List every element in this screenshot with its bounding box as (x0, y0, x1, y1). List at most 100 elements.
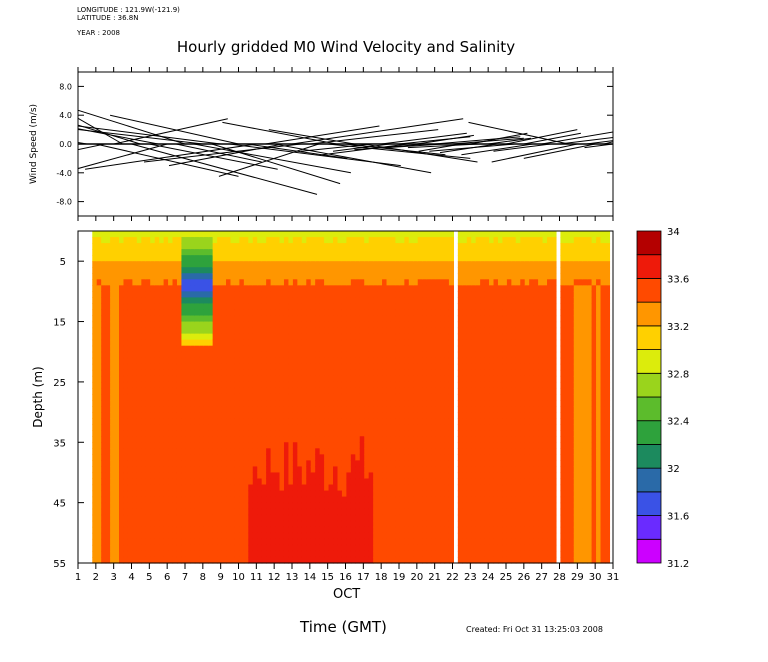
salinity-cell (257, 424, 263, 431)
salinity-cell (145, 412, 151, 419)
salinity-cell (413, 484, 419, 492)
salinity-cell (234, 351, 240, 359)
salinity-cell (226, 345, 232, 353)
salinity-cell (292, 478, 298, 486)
salinity-cell (226, 418, 232, 425)
salinity-cell (475, 478, 481, 486)
salinity-cell (159, 484, 165, 492)
salinity-cell (114, 454, 120, 461)
salinity-cell (136, 514, 142, 522)
salinity-cell (257, 327, 263, 335)
salinity-cell (440, 406, 446, 413)
salinity-cell (324, 249, 330, 256)
salinity-cell (176, 237, 183, 244)
salinity-cell (168, 436, 174, 443)
salinity-cell (364, 279, 370, 286)
salinity-cell (190, 478, 196, 486)
salinity-cell (119, 472, 125, 480)
salinity-cell (217, 406, 223, 413)
salinity-cell (190, 255, 196, 262)
salinity-cell (471, 345, 477, 353)
salinity-cell (203, 333, 209, 341)
salinity-cell (417, 526, 423, 534)
salinity-cell (92, 502, 98, 510)
salinity-cell (154, 351, 160, 359)
salinity-cell (203, 508, 209, 516)
salinity-cell (203, 496, 209, 504)
salinity-cell (270, 303, 276, 311)
salinity-cell (350, 508, 356, 516)
salinity-cell (150, 363, 156, 371)
salinity-cell (154, 393, 160, 401)
salinity-cell (127, 454, 133, 461)
salinity-cell (489, 544, 495, 552)
salinity-cell (297, 309, 303, 317)
salinity-cell (190, 237, 196, 244)
salinity-cell (105, 267, 111, 274)
salinity-cell (422, 442, 428, 449)
salinity-cell (234, 544, 240, 552)
salinity-cell (404, 285, 410, 292)
salinity-cell (221, 508, 227, 516)
salinity-cell (435, 231, 441, 238)
salinity-cell (292, 508, 298, 516)
salinity-cell (413, 472, 419, 480)
salinity-cell (440, 351, 446, 359)
salinity-cell (261, 496, 267, 504)
salinity-cell (226, 502, 232, 510)
salinity-cell (444, 454, 450, 461)
salinity-cell (435, 243, 441, 250)
salinity-cell (154, 538, 160, 546)
salinity-cell (110, 448, 116, 455)
salinity-cell (145, 424, 151, 431)
salinity-cell (373, 369, 379, 377)
salinity-cell (168, 273, 174, 280)
salinity-cell (489, 400, 495, 407)
salinity-cell (176, 381, 183, 389)
salinity-cell (275, 303, 281, 311)
salinity-cell (422, 484, 428, 492)
salinity-cell (212, 279, 218, 286)
salinity-cell (422, 267, 428, 274)
salinity-cell (168, 538, 174, 546)
salinity-cell (261, 351, 267, 359)
salinity-cell (185, 243, 191, 250)
salinity-cell (297, 412, 303, 419)
salinity-cell (226, 321, 232, 329)
salinity-cell (217, 369, 223, 377)
salinity-cell (355, 466, 361, 474)
salinity-cell (408, 400, 414, 407)
salinity-cell (230, 267, 236, 274)
salinity-cell (413, 400, 419, 407)
salinity-cell (310, 285, 316, 292)
salinity-cell (181, 466, 187, 474)
salinity-cell (172, 309, 178, 317)
salinity-cell (324, 291, 330, 298)
salinity-cell (328, 406, 334, 413)
salinity-cell (252, 502, 258, 510)
salinity-cell (408, 249, 414, 256)
salinity-cell (208, 375, 214, 383)
salinity-cell (266, 460, 272, 468)
salinity-cell (172, 544, 178, 552)
salinity-cell (297, 418, 303, 425)
salinity-cell (337, 490, 343, 498)
salinity-cell (257, 369, 263, 377)
salinity-cell (110, 285, 116, 292)
salinity-cell (489, 448, 495, 455)
salinity-cell (390, 418, 397, 425)
salinity-cell (105, 339, 111, 347)
salinity-cell (448, 454, 454, 461)
salinity-cell (310, 550, 316, 558)
salinity-cell (261, 237, 267, 244)
salinity-cell (283, 243, 290, 250)
salinity-cell (404, 538, 410, 546)
salinity-cell (301, 502, 307, 510)
salinity-cell (341, 466, 347, 474)
salinity-cell (141, 466, 147, 474)
salinity-cell (417, 267, 423, 274)
salinity-cell (368, 267, 374, 274)
salinity-cell (257, 387, 263, 395)
salinity-cell (462, 490, 468, 498)
salinity-cell (355, 526, 361, 534)
